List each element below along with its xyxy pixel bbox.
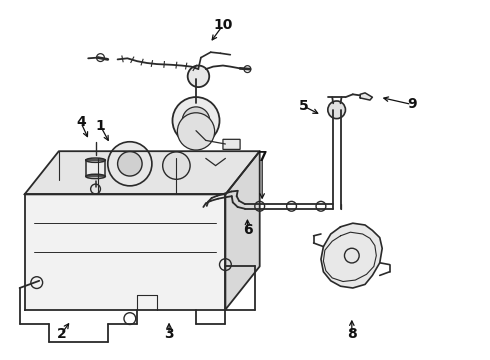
Polygon shape: [360, 93, 372, 100]
Ellipse shape: [86, 174, 105, 179]
Circle shape: [118, 152, 142, 176]
Circle shape: [182, 107, 210, 134]
Polygon shape: [24, 151, 260, 194]
Text: 6: 6: [243, 224, 252, 237]
Text: 4: 4: [76, 116, 86, 129]
Text: 10: 10: [213, 18, 233, 32]
Text: 7: 7: [257, 150, 267, 163]
Circle shape: [163, 152, 190, 179]
Polygon shape: [321, 223, 382, 288]
Circle shape: [188, 66, 209, 87]
Text: 5: 5: [299, 99, 309, 113]
Text: 1: 1: [96, 119, 105, 133]
Polygon shape: [225, 151, 260, 310]
Circle shape: [172, 97, 220, 144]
Polygon shape: [24, 194, 225, 310]
Text: 3: 3: [164, 327, 174, 341]
Circle shape: [328, 101, 345, 119]
Text: 8: 8: [347, 327, 357, 341]
Text: 2: 2: [56, 327, 66, 341]
Circle shape: [177, 113, 215, 150]
FancyBboxPatch shape: [223, 139, 240, 149]
Polygon shape: [86, 160, 105, 176]
Ellipse shape: [86, 158, 105, 162]
Circle shape: [108, 142, 152, 186]
Text: 9: 9: [407, 98, 416, 111]
